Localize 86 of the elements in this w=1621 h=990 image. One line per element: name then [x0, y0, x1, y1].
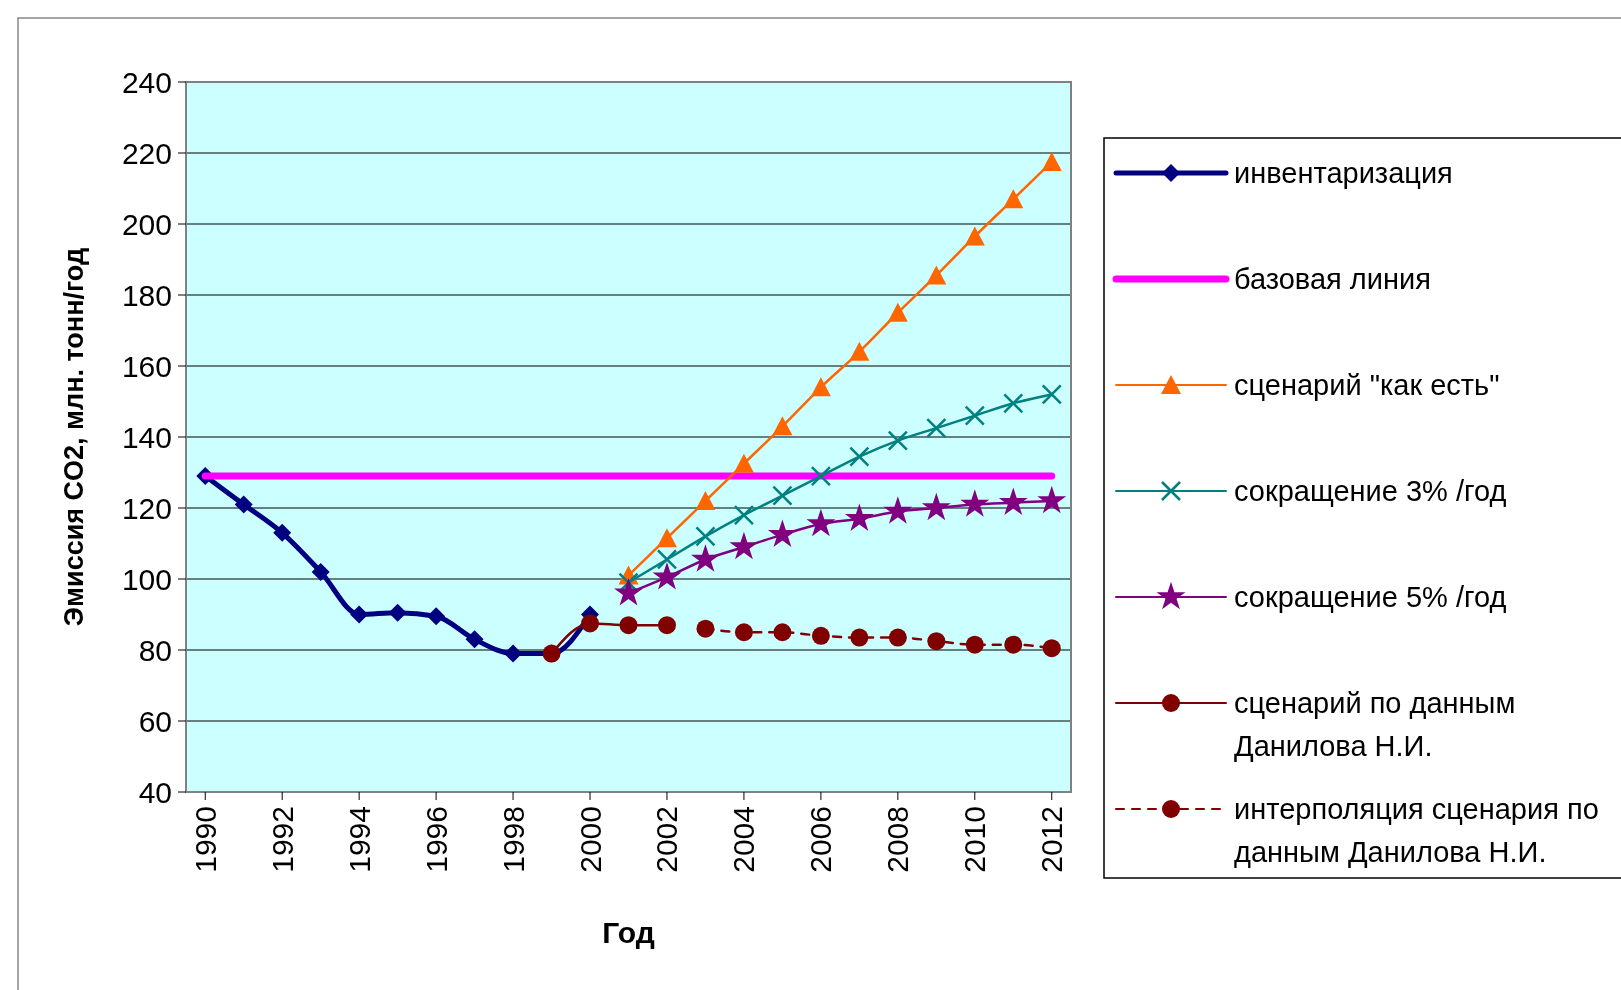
point	[960, 489, 990, 517]
x-tick-label: 2006	[804, 806, 838, 873]
point	[614, 577, 643, 606]
x-tick-label: 1994	[342, 806, 376, 873]
point	[965, 635, 984, 654]
legend-label: сокращение 5% /год	[1234, 581, 1507, 614]
point	[350, 605, 369, 624]
point	[964, 226, 985, 246]
point	[1041, 384, 1063, 405]
legend-label: сценарий "как есть"	[1234, 369, 1500, 402]
x-tick-label: 2004	[727, 806, 761, 873]
point	[581, 614, 600, 633]
point	[888, 628, 907, 647]
x-tick-label: 2000	[573, 806, 607, 873]
point	[849, 446, 870, 467]
point	[1041, 151, 1062, 171]
x-tick-label: 2012	[1035, 806, 1069, 873]
point	[656, 528, 677, 548]
point	[695, 526, 716, 547]
point	[806, 508, 836, 537]
point	[619, 616, 638, 635]
point	[849, 341, 870, 361]
legend-label: интерполяция сценария по данным Данилова Н.И.	[1234, 793, 1599, 869]
point	[773, 623, 792, 642]
point	[1003, 393, 1024, 414]
y-tick-label: 180	[121, 278, 172, 312]
y-tick-label: 140	[121, 420, 172, 454]
x-tick-label: 2002	[650, 806, 684, 873]
point	[733, 504, 755, 526]
x-tick-label: 2010	[958, 806, 992, 873]
point	[772, 416, 793, 436]
y-tick-label: 100	[121, 562, 172, 596]
point	[811, 626, 830, 645]
x-tick-label: 1998	[496, 806, 530, 873]
point	[767, 519, 797, 547]
y-tick-label: 60	[138, 704, 172, 738]
y-tick-label: 220	[121, 136, 172, 170]
legend-label: инвентаризация	[1234, 157, 1453, 190]
point	[883, 496, 913, 524]
y-tick-label: 200	[121, 207, 172, 241]
y-axis-title: Эмиссия CO2, млн. тонн/год	[59, 247, 89, 627]
x-tick-label: 1990	[188, 806, 222, 873]
legend-label: базовая линия	[1234, 263, 1431, 296]
point	[734, 623, 753, 642]
x-tick-label: 1996	[419, 806, 453, 873]
point	[427, 607, 446, 626]
y-tick-label: 40	[138, 775, 172, 809]
point	[388, 603, 407, 622]
point	[921, 492, 951, 521]
point	[273, 523, 292, 542]
point	[1004, 635, 1023, 654]
point	[695, 490, 716, 510]
point	[1037, 485, 1067, 514]
point	[926, 417, 947, 439]
y-tick-label: 240	[121, 65, 172, 99]
point	[850, 628, 869, 647]
point	[810, 465, 832, 487]
point	[652, 562, 682, 590]
point	[998, 487, 1028, 515]
point	[234, 495, 253, 514]
point	[656, 549, 678, 570]
legend-label: сценарий по данным Данилова Н.И.	[1234, 687, 1516, 763]
point	[690, 544, 720, 572]
point	[729, 531, 759, 560]
legend-label: сокращение 3% /год	[1234, 475, 1507, 508]
point	[1003, 189, 1024, 209]
point	[465, 630, 484, 649]
y-tick-label: 80	[138, 633, 172, 667]
point	[926, 265, 947, 285]
y-tick-label: 120	[121, 491, 172, 525]
point	[1042, 639, 1061, 658]
point	[810, 377, 831, 397]
x-axis-title: Год	[602, 916, 655, 949]
point	[311, 562, 330, 581]
point	[657, 616, 676, 635]
point	[887, 302, 908, 322]
x-tick-label: 1992	[265, 806, 299, 873]
y-tick-label: 160	[121, 349, 172, 383]
point	[844, 503, 874, 531]
point	[887, 430, 909, 451]
point	[733, 453, 754, 473]
point	[927, 632, 946, 651]
point	[964, 405, 986, 426]
x-tick-label: 2008	[881, 806, 915, 873]
point	[696, 619, 715, 638]
point	[772, 485, 793, 506]
